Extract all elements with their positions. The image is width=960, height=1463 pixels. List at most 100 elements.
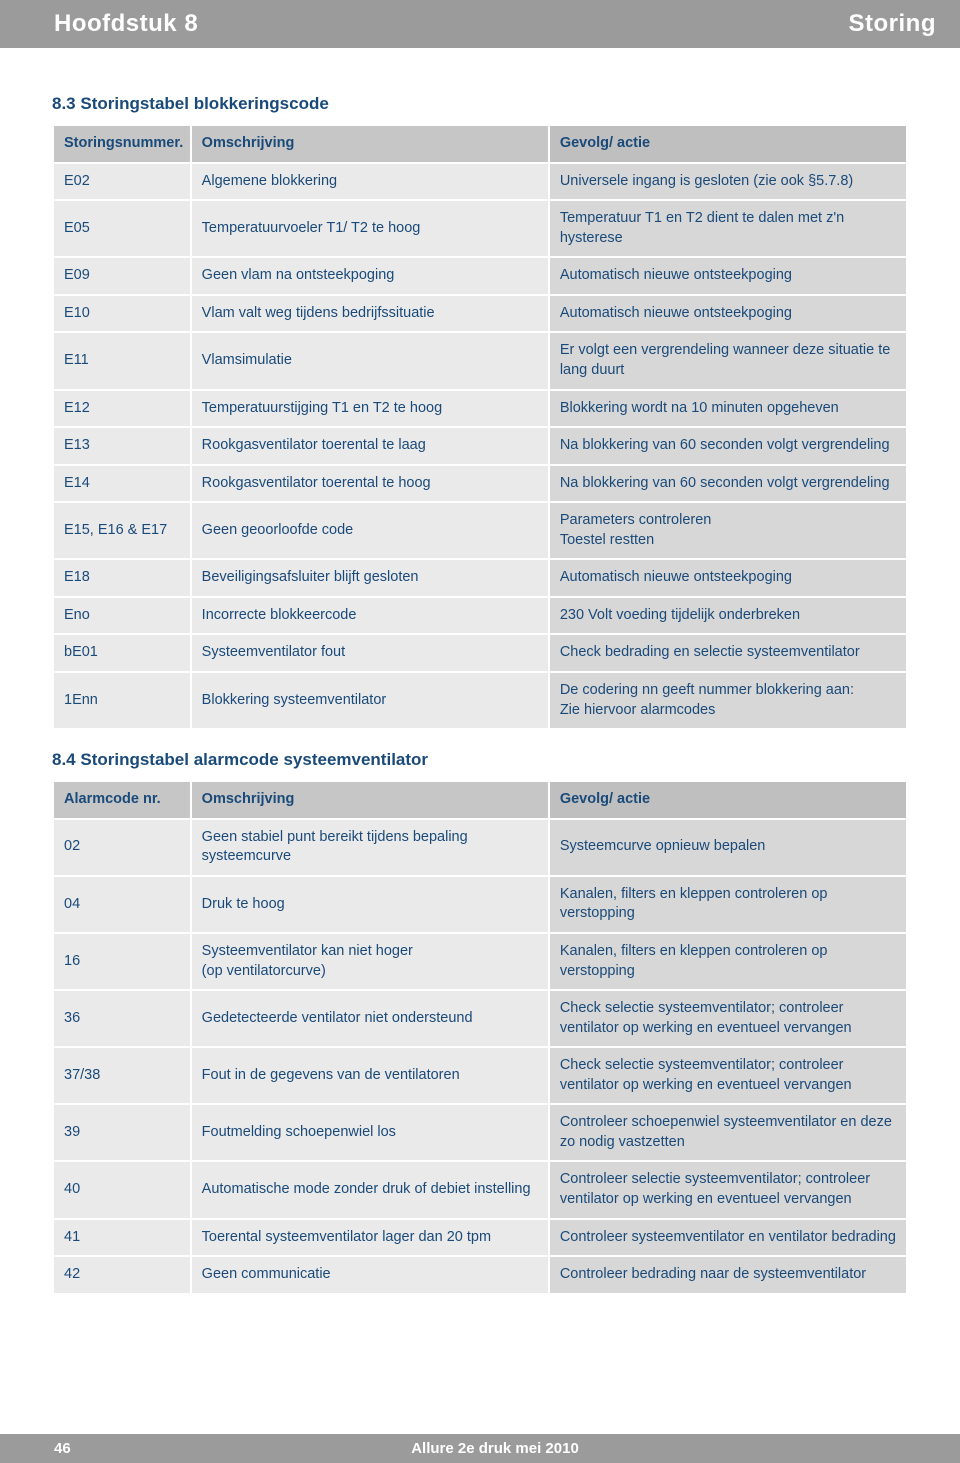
table-row: bE01Systeemventilator foutCheck bedradin… (54, 635, 906, 671)
cell-action: 230 Volt voeding tijdelijk onderbreken (550, 598, 906, 634)
cell-desc: Automatische mode zonder druk of debiet … (192, 1162, 548, 1217)
table-row: E12Temperatuurstijging T1 en T2 te hoogB… (54, 391, 906, 427)
cell-code: 39 (54, 1105, 190, 1160)
cell-action: Temperatuur T1 en T2 dient te dalen met … (550, 201, 906, 256)
footer-title: Allure 2e druk mei 2010 (88, 1440, 936, 1457)
table-row: E15, E16 & E17Geen geoorloofde codeParam… (54, 503, 906, 558)
table-header-row: Alarmcode nr. Omschrijving Gevolg/ actie (54, 782, 906, 818)
header-bar: Hoofdstuk 8 Storing (0, 0, 960, 48)
cell-desc: Fout in de gegevens van de ventilatoren (192, 1048, 548, 1103)
cell-action: Controleer selectie systeemventilator; c… (550, 1162, 906, 1217)
section1-body: E02Algemene blokkeringUniversele ingang … (54, 164, 906, 729)
cell-code: E18 (54, 560, 190, 596)
cell-desc: Temperatuurvoeler T1/ T2 te hoog (192, 201, 548, 256)
section2-body: 02Geen stabiel punt bereikt tijdens bepa… (54, 820, 906, 1293)
table-row: 37/38Fout in de gegevens van de ventilat… (54, 1048, 906, 1103)
cell-desc: Rookgasventilator toerental te hoog (192, 466, 548, 502)
cell-code: 02 (54, 820, 190, 875)
cell-desc: Geen communicatie (192, 1257, 548, 1293)
cell-desc: Geen geoorloofde code (192, 503, 548, 558)
cell-code: E05 (54, 201, 190, 256)
cell-desc: Temperatuurstijging T1 en T2 te hoog (192, 391, 548, 427)
cell-action: Systeemcurve opnieuw bepalen (550, 820, 906, 875)
cell-desc: Rookgasventilator toerental te laag (192, 428, 548, 464)
cell-code: E12 (54, 391, 190, 427)
cell-desc: Druk te hoog (192, 877, 548, 932)
table-row: 41Toerental systeemventilator lager dan … (54, 1220, 906, 1256)
table-row: E14Rookgasventilator toerental te hoogNa… (54, 466, 906, 502)
section1-title: 8.3 Storingstabel blokkeringscode (52, 94, 908, 114)
table-row: 02Geen stabiel punt bereikt tijdens bepa… (54, 820, 906, 875)
cell-code: E02 (54, 164, 190, 200)
col-header-action: Gevolg/ actie (550, 126, 906, 162)
cell-code: E09 (54, 258, 190, 294)
col-header-code: Storingsnummer. (54, 126, 190, 162)
cell-code: E10 (54, 296, 190, 332)
table-row: E09Geen vlam na ontsteekpogingAutomatisc… (54, 258, 906, 294)
table-row: 40Automatische mode zonder druk of debie… (54, 1162, 906, 1217)
cell-action: Automatisch nieuwe ontsteekpoging (550, 258, 906, 294)
cell-desc: Vlam valt weg tijdens bedrijfssituatie (192, 296, 548, 332)
cell-code: E11 (54, 333, 190, 388)
cell-action: Controleer bedrading naar de systeemvent… (550, 1257, 906, 1293)
cell-desc: Vlamsimulatie (192, 333, 548, 388)
page: Hoofdstuk 8 Storing 8.3 Storingstabel bl… (0, 0, 960, 1463)
table-row: E10Vlam valt weg tijdens bedrijfssituati… (54, 296, 906, 332)
cell-action: Automatisch nieuwe ontsteekpoging (550, 560, 906, 596)
cell-code: 41 (54, 1220, 190, 1256)
cell-desc: Systeemventilator fout (192, 635, 548, 671)
cell-code: E13 (54, 428, 190, 464)
cell-code: 42 (54, 1257, 190, 1293)
cell-action: Controleer schoepenwiel systeemventilato… (550, 1105, 906, 1160)
cell-code: E14 (54, 466, 190, 502)
cell-code: 1Enn (54, 673, 190, 728)
table-row: E02Algemene blokkeringUniversele ingang … (54, 164, 906, 200)
cell-code: 04 (54, 877, 190, 932)
cell-code: bE01 (54, 635, 190, 671)
cell-action: Controleer systeemventilator en ventilat… (550, 1220, 906, 1256)
cell-desc: Incorrecte blokkeercode (192, 598, 548, 634)
cell-action: De codering nn geeft nummer blokkering a… (550, 673, 906, 728)
cell-code: E15, E16 & E17 (54, 503, 190, 558)
cell-code: 36 (54, 991, 190, 1046)
cell-desc: Blokkering systeemventilator (192, 673, 548, 728)
cell-desc: Systeemventilator kan niet hoger (op ven… (192, 934, 548, 989)
cell-action: Kanalen, filters en kleppen controleren … (550, 934, 906, 989)
cell-code: 40 (54, 1162, 190, 1217)
cell-desc: Foutmelding schoepenwiel los (192, 1105, 548, 1160)
cell-action: Blokkering wordt na 10 minuten opgeheven (550, 391, 906, 427)
section2-title: 8.4 Storingstabel alarmcode systeemventi… (52, 750, 908, 770)
cell-code: 37/38 (54, 1048, 190, 1103)
cell-action: Check selectie systeemventilator; contro… (550, 1048, 906, 1103)
col-header-desc: Omschrijving (192, 782, 548, 818)
cell-action: Er volgt een vergrendeling wanneer deze … (550, 333, 906, 388)
cell-desc: Gedetecteerde ventilator niet ondersteun… (192, 991, 548, 1046)
cell-action: Check bedrading en selectie systeemventi… (550, 635, 906, 671)
cell-action: Parameters controleren Toestel restten (550, 503, 906, 558)
table-row: 42Geen communicatieControleer bedrading … (54, 1257, 906, 1293)
cell-action: Universele ingang is gesloten (zie ook §… (550, 164, 906, 200)
cell-code: 16 (54, 934, 190, 989)
blocking-codes-table: Storingsnummer. Omschrijving Gevolg/ act… (52, 124, 908, 730)
table-row: EnoIncorrecte blokkeercode230 Volt voedi… (54, 598, 906, 634)
cell-action: Automatisch nieuwe ontsteekpoging (550, 296, 906, 332)
col-header-desc: Omschrijving (192, 126, 548, 162)
page-number: 46 (54, 1440, 88, 1457)
table-row: 16Systeemventilator kan niet hoger (op v… (54, 934, 906, 989)
table-row: 1EnnBlokkering systeemventilatorDe coder… (54, 673, 906, 728)
topic-label: Storing (849, 10, 937, 38)
table-row: 04Druk te hoogKanalen, filters en kleppe… (54, 877, 906, 932)
table-row: E11VlamsimulatieEr volgt een vergrendeli… (54, 333, 906, 388)
table-row: E05Temperatuurvoeler T1/ T2 te hoogTempe… (54, 201, 906, 256)
table-row: E13Rookgasventilator toerental te laagNa… (54, 428, 906, 464)
cell-action: Na blokkering van 60 seconden volgt verg… (550, 428, 906, 464)
table-row: E18Beveiligingsafsluiter blijft gesloten… (54, 560, 906, 596)
col-header-code: Alarmcode nr. (54, 782, 190, 818)
chapter-label: Hoofdstuk 8 (54, 10, 198, 38)
cell-action: Na blokkering van 60 seconden volgt verg… (550, 466, 906, 502)
cell-code: Eno (54, 598, 190, 634)
cell-desc: Geen stabiel punt bereikt tijdens bepali… (192, 820, 548, 875)
table-header-row: Storingsnummer. Omschrijving Gevolg/ act… (54, 126, 906, 162)
table-row: 36Gedetecteerde ventilator niet onderste… (54, 991, 906, 1046)
table-row: 39Foutmelding schoepenwiel losControleer… (54, 1105, 906, 1160)
